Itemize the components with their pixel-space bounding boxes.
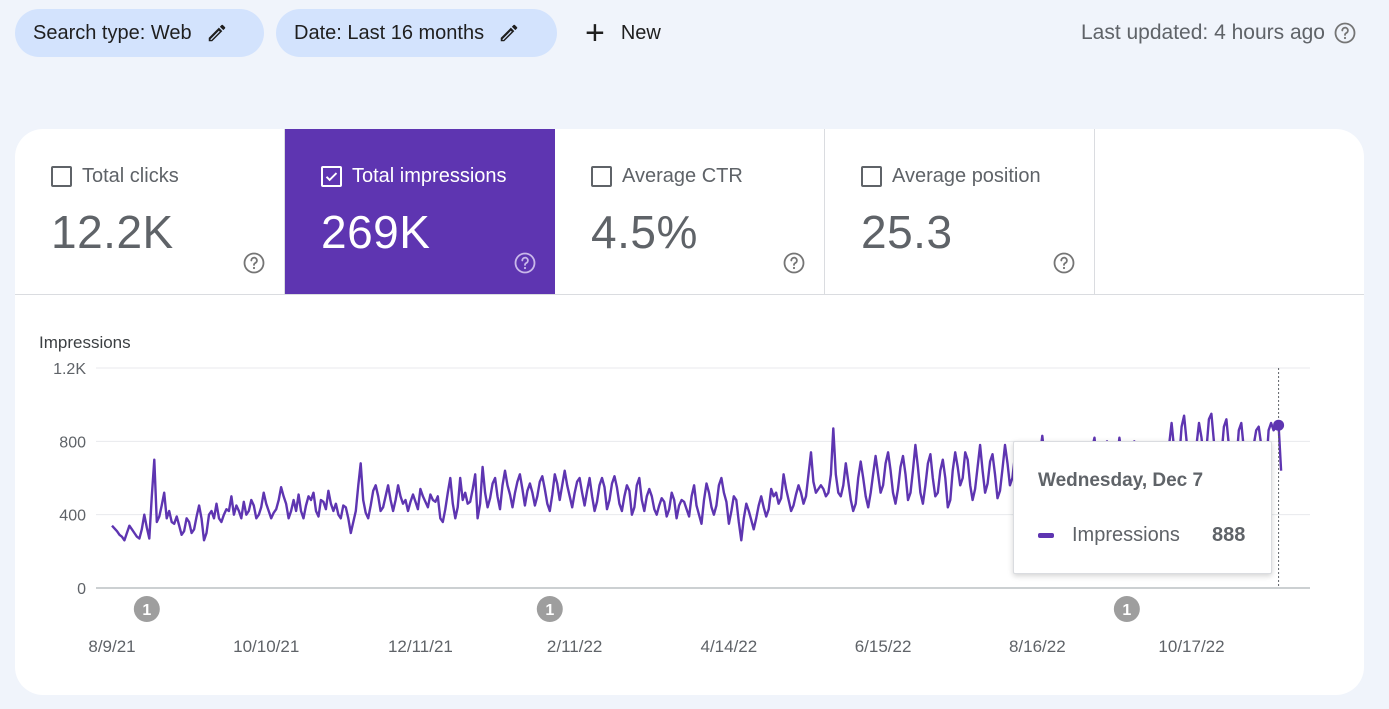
metric-average-position[interactable]: Average position 25.3 bbox=[825, 129, 1095, 295]
tooltip-date: Wednesday, Dec 7 bbox=[1038, 470, 1204, 491]
metric-label-row: Average position bbox=[861, 165, 1041, 188]
checkbox-unchecked-icon[interactable] bbox=[861, 166, 882, 187]
metric-label-row: Total clicks bbox=[51, 165, 179, 188]
last-updated: Last updated: 4 hours ago bbox=[1081, 9, 1357, 57]
tooltip-value: 888 bbox=[1212, 524, 1246, 546]
tooltip-series-name: Impressions bbox=[1072, 524, 1180, 546]
y-tick-label: 0 bbox=[77, 581, 86, 598]
x-tick-label: 8/9/21 bbox=[88, 637, 135, 656]
help-icon[interactable] bbox=[242, 251, 266, 275]
date-filter-label: Date: Last 16 months bbox=[294, 21, 485, 44]
metrics-divider bbox=[15, 294, 1364, 295]
edit-pencil-icon[interactable] bbox=[498, 22, 520, 44]
metric-help bbox=[1052, 251, 1076, 280]
metric-value: 12.2K bbox=[51, 206, 174, 258]
help-icon[interactable] bbox=[782, 251, 806, 275]
x-tick-label: 2/11/22 bbox=[547, 637, 602, 656]
performance-card: Total clicks 12.2K Total impressions 269… bbox=[15, 129, 1364, 695]
new-filter-button[interactable]: + New bbox=[585, 9, 661, 57]
metric-label-row: Total impressions bbox=[321, 165, 507, 188]
metric-label: Average CTR bbox=[622, 165, 743, 187]
y-tick-label: 1.2K bbox=[53, 361, 86, 378]
metric-label-row: Average CTR bbox=[591, 165, 743, 188]
search-type-filter-chip[interactable]: Search type: Web bbox=[15, 9, 264, 57]
chart-tooltip: Wednesday, Dec 7 Impressions 888 bbox=[1013, 441, 1272, 574]
date-filter-chip[interactable]: Date: Last 16 months bbox=[276, 9, 557, 57]
annotation-marker[interactable]: 1 bbox=[133, 596, 160, 622]
x-tick-label: 8/16/22 bbox=[1009, 637, 1066, 656]
metric-help bbox=[513, 251, 537, 280]
x-tick-label: 6/15/22 bbox=[855, 637, 912, 656]
annotation-marker[interactable]: 1 bbox=[1113, 596, 1140, 622]
metric-help bbox=[242, 251, 266, 280]
toolbar: Search type: Web Date: Last 16 months + … bbox=[15, 9, 1389, 57]
metric-help bbox=[782, 251, 806, 280]
checkbox-unchecked-icon[interactable] bbox=[51, 166, 72, 187]
annotation-label: 1 bbox=[545, 602, 554, 619]
y-tick-label: 400 bbox=[59, 508, 86, 525]
impressions-chart[interactable]: Impressions 0 400 800 1.2K 8/9/21 10/10/21 12… bbox=[15, 295, 1364, 695]
edit-pencil-icon[interactable] bbox=[206, 22, 228, 44]
x-tick-label: 10/10/21 bbox=[233, 637, 299, 656]
checkbox-unchecked-icon[interactable] bbox=[591, 166, 612, 187]
metric-label: Total clicks bbox=[82, 165, 179, 187]
help-icon[interactable] bbox=[1333, 21, 1357, 45]
annotation-label: 1 bbox=[1122, 602, 1131, 619]
last-updated-text: Last updated: 4 hours ago bbox=[1080, 21, 1325, 44]
annotation-label: 1 bbox=[142, 602, 151, 619]
new-filter-label: New bbox=[620, 21, 661, 44]
checkbox-checked-icon[interactable] bbox=[321, 166, 342, 187]
metric-tabs: Total clicks 12.2K Total impressions 269… bbox=[15, 129, 1095, 295]
x-tick-label: 4/14/22 bbox=[701, 637, 758, 656]
y-tick-label: 800 bbox=[59, 434, 86, 451]
help-icon[interactable] bbox=[513, 251, 537, 275]
metric-value: 4.5% bbox=[591, 206, 698, 258]
tooltip-series: Impressions bbox=[1038, 524, 1180, 547]
metric-value: 269K bbox=[321, 206, 431, 258]
metric-label: Average position bbox=[892, 165, 1041, 187]
plus-icon: + bbox=[585, 14, 605, 52]
annotation-marker[interactable]: 1 bbox=[536, 596, 563, 622]
x-tick-label: 10/17/22 bbox=[1158, 637, 1224, 656]
metric-total-impressions[interactable]: Total impressions 269K bbox=[285, 129, 555, 295]
hover-point bbox=[1273, 419, 1285, 431]
metric-label: Total impressions bbox=[352, 165, 507, 187]
help-icon[interactable] bbox=[1052, 251, 1076, 275]
x-tick-label: 12/11/21 bbox=[388, 637, 453, 656]
metric-total-clicks[interactable]: Total clicks 12.2K bbox=[15, 129, 285, 295]
metric-average-ctr[interactable]: Average CTR 4.5% bbox=[555, 129, 825, 295]
search-type-filter-label: Search type: Web bbox=[33, 21, 192, 44]
metric-value: 25.3 bbox=[861, 206, 953, 258]
y-axis-label: Impressions bbox=[39, 333, 131, 352]
checkmark-icon bbox=[325, 172, 338, 182]
series-swatch bbox=[1038, 533, 1054, 538]
